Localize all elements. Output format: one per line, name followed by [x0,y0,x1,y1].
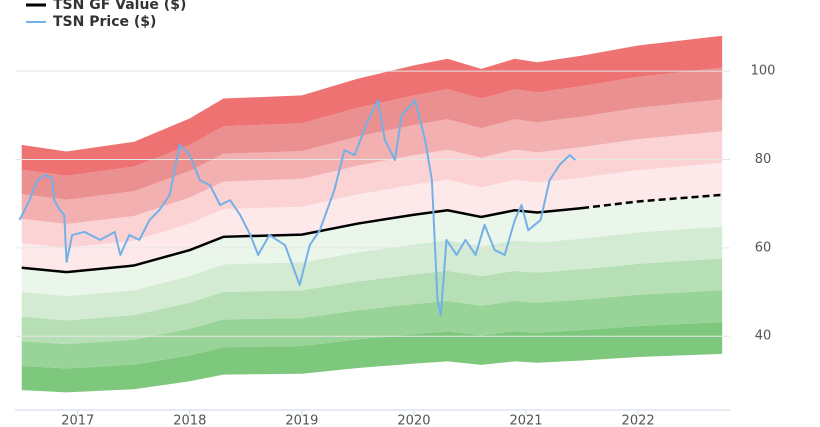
bands [21,35,723,393]
gf-value-line [21,206,583,274]
axes: 40 60 80 100 2017 2018 2019 2020 2021 2022 [15,64,775,427]
legend: TSN GF Value ($)TSN Price ($) [26,0,186,30]
x-tick-label: 2018 [173,414,206,427]
y-tick-label: 80 [755,152,772,167]
y-tick-label: 40 [755,329,772,344]
grid [15,70,730,337]
value-band [21,67,723,200]
lines [18,99,723,317]
value-band [21,290,723,369]
value-band [21,226,723,321]
x-tick-label: 2020 [397,414,430,427]
gf-value-forecast-line [581,193,723,210]
price-line [18,99,577,317]
y-tick-label: 60 [755,240,772,255]
value-band [21,131,723,248]
legend-label: TSN Price ($) [53,14,156,30]
x-tick-label: 2022 [622,414,655,427]
value-band [21,194,723,297]
y-tick-label: 100 [751,64,776,79]
value-band [21,258,723,345]
x-tick-label: 2021 [509,414,542,427]
x-tick-label: 2017 [61,414,94,427]
value-band [21,99,723,224]
value-band [21,322,723,393]
legend-label: TSN GF Value ($) [53,0,186,13]
x-tick-label: 2019 [285,414,318,427]
